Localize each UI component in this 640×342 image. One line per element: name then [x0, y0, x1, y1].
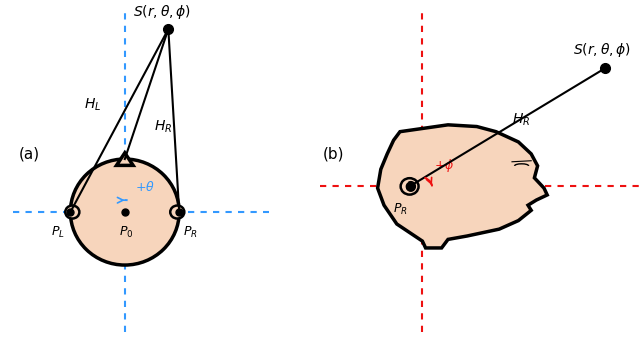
Text: (a): (a) — [19, 146, 40, 161]
Text: $S(r,\theta,\phi)$: $S(r,\theta,\phi)$ — [133, 2, 191, 21]
Ellipse shape — [70, 159, 179, 265]
Text: (b): (b) — [323, 146, 345, 161]
Text: $+\theta$: $+\theta$ — [135, 180, 155, 194]
Text: $H_R$: $H_R$ — [154, 118, 172, 135]
Text: $H_L$: $H_L$ — [84, 96, 101, 113]
Polygon shape — [116, 153, 133, 166]
Text: $P_R$: $P_R$ — [392, 202, 408, 217]
Text: $P_0$: $P_0$ — [120, 225, 134, 240]
Text: $H_R$: $H_R$ — [513, 111, 531, 128]
Text: $P_R$: $P_R$ — [183, 225, 198, 240]
Polygon shape — [378, 125, 547, 248]
Text: $S(r,\theta,\phi)$: $S(r,\theta,\phi)$ — [573, 41, 630, 59]
Text: $+\phi$: $+\phi$ — [434, 157, 454, 174]
Ellipse shape — [65, 206, 79, 219]
Ellipse shape — [401, 178, 419, 195]
Text: $P_L$: $P_L$ — [51, 225, 65, 240]
Ellipse shape — [170, 206, 184, 219]
